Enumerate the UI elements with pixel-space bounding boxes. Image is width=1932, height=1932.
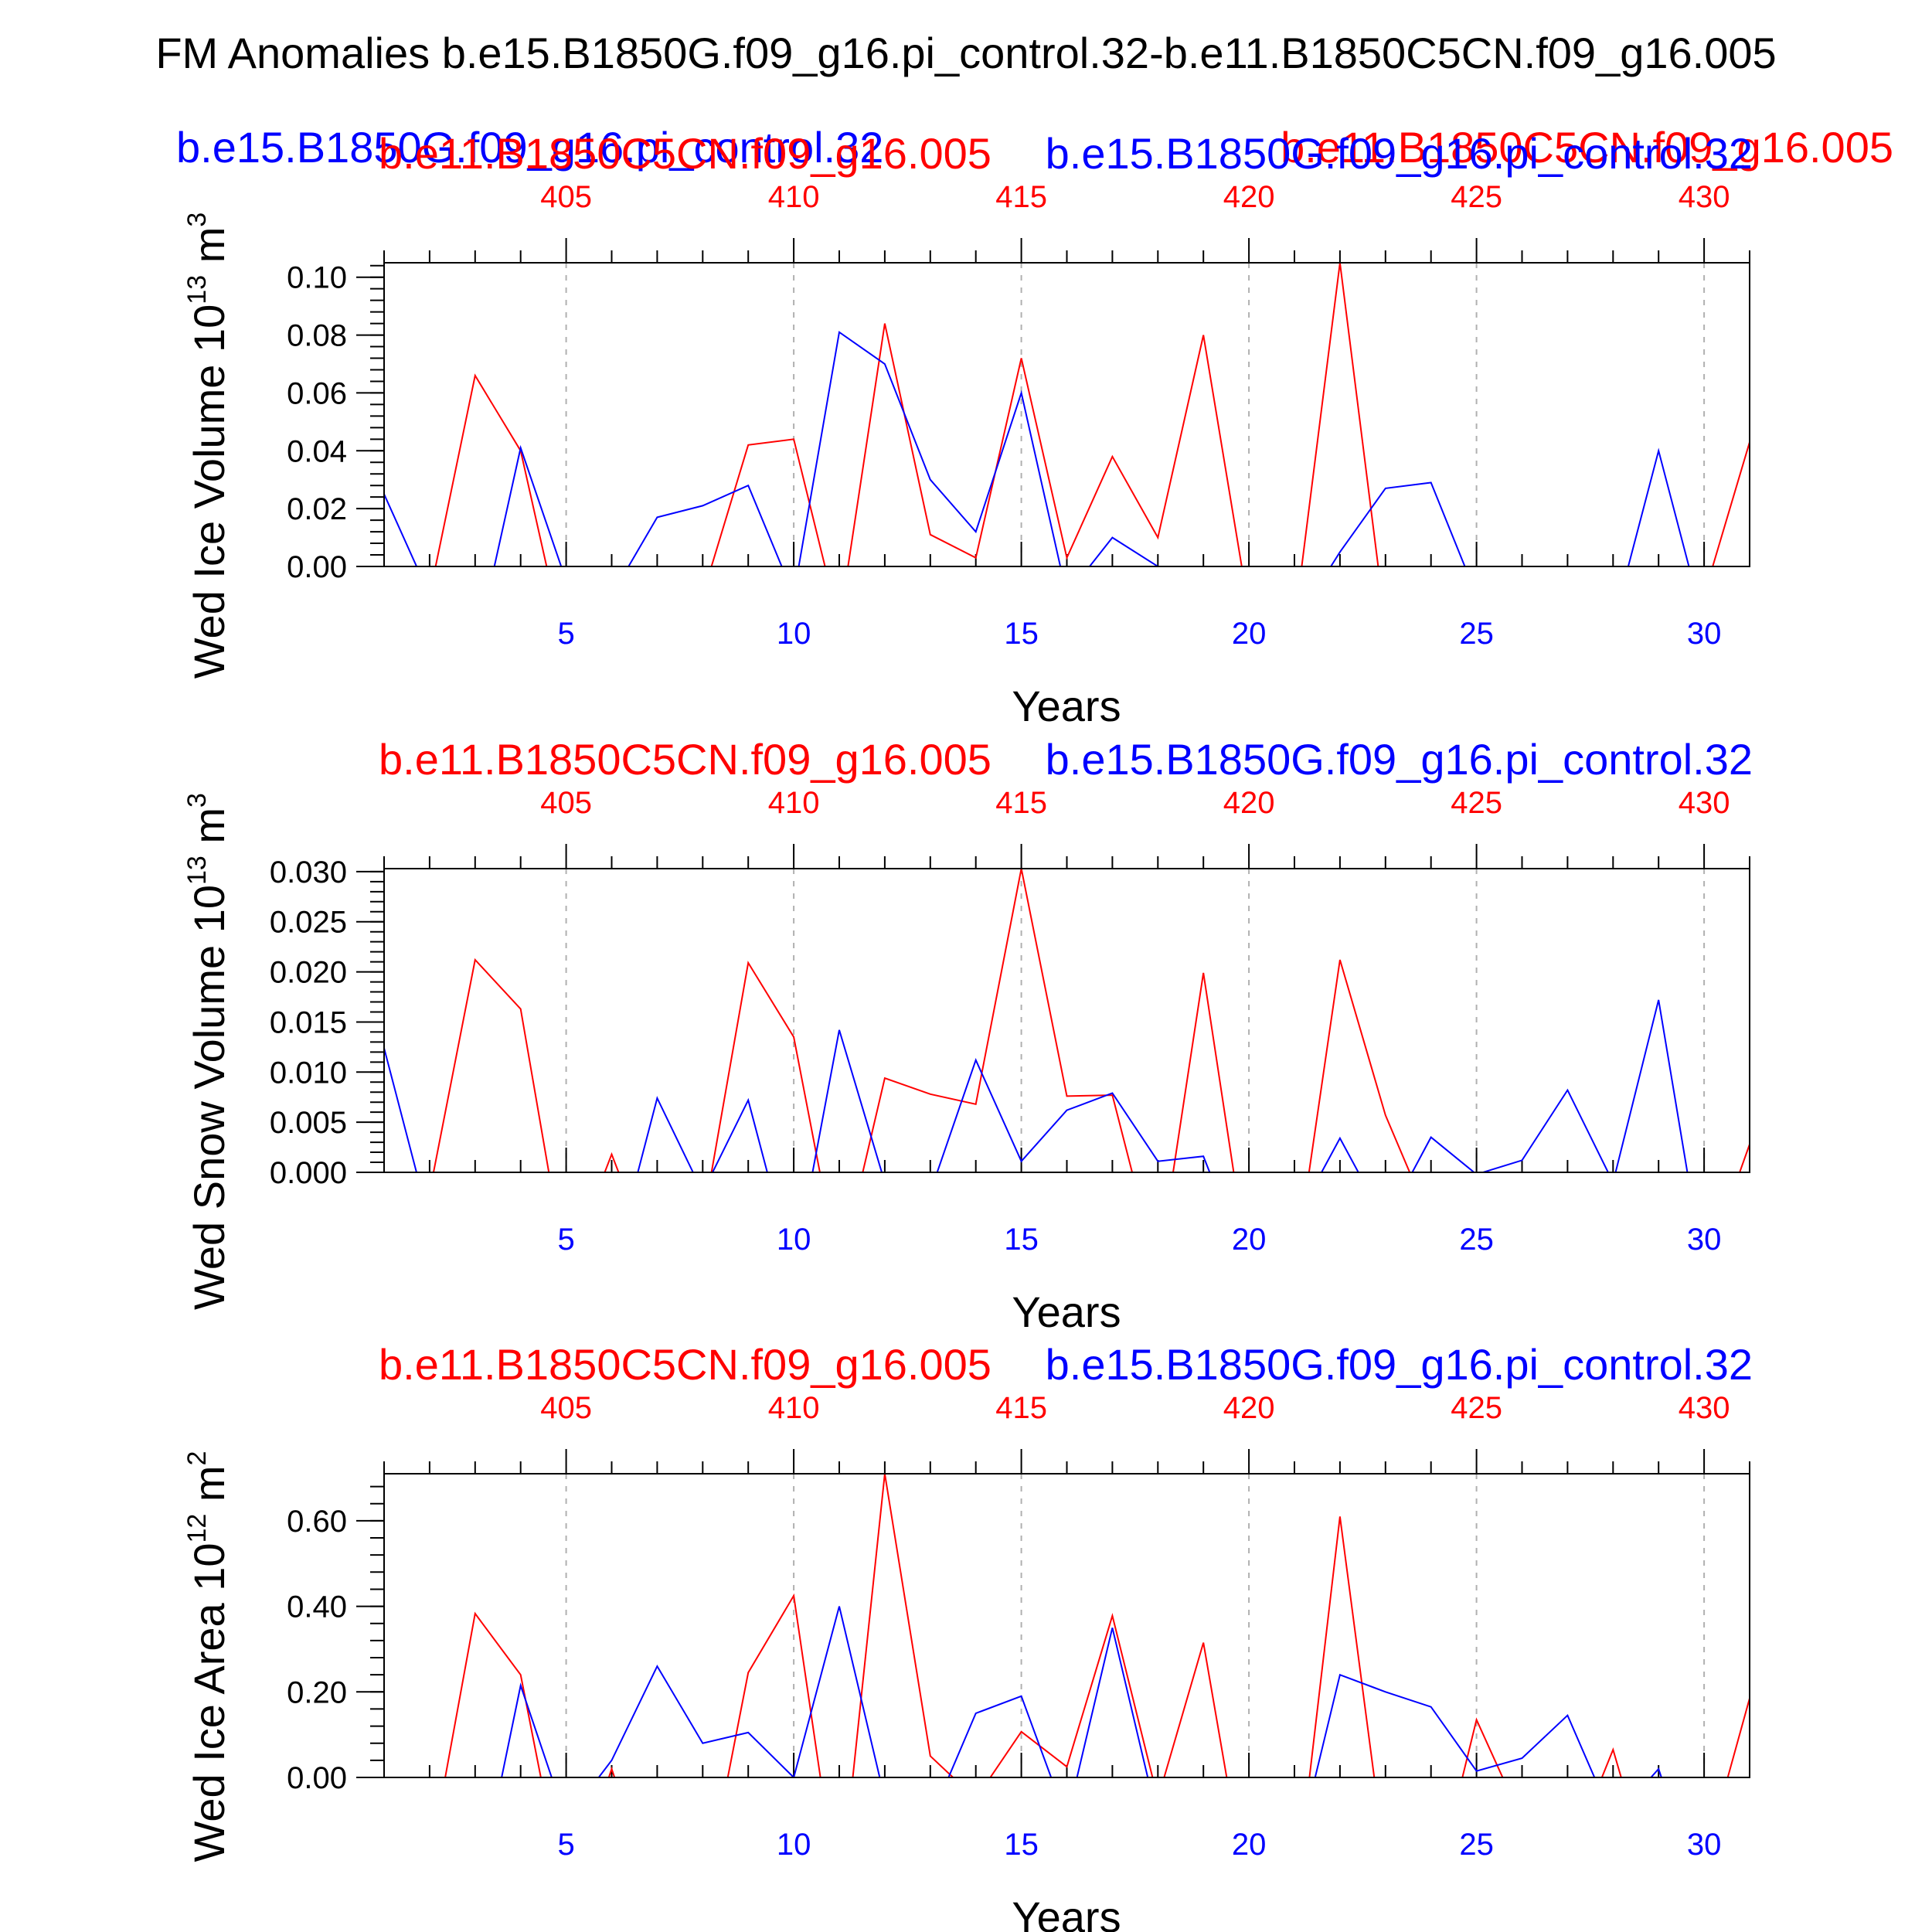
y-tick-label: 0.00: [287, 550, 347, 584]
y-tick-label: 0.06: [287, 376, 347, 410]
x-tick-label: 15: [1004, 1223, 1039, 1257]
x-top-tick-label: 420: [1223, 180, 1275, 214]
x-top-tick-label: 415: [995, 786, 1047, 820]
y-tick-label: 0.015: [270, 1005, 347, 1039]
x-top-tick-label: 430: [1679, 786, 1730, 820]
x-tick-label: 20: [1232, 617, 1267, 651]
y-tick-label: 0.40: [287, 1590, 347, 1624]
x-tick-label: 30: [1687, 1223, 1722, 1257]
x-top-tick-label: 425: [1451, 786, 1502, 820]
plot-frame: [383, 868, 1750, 1173]
top-label-case: b.e15.B1850G.f09_g16.pi_control.32: [1046, 129, 1753, 178]
x-tick-label: 10: [777, 1828, 811, 1862]
x-top-tick-label: 420: [1223, 786, 1275, 820]
series-line-case: [384, 331, 1690, 566]
x-top-tick-label: 425: [1451, 180, 1502, 214]
legend-control-name: b.e11.B1850C5CN.f09_g16.005: [1281, 123, 1893, 172]
panel-2: 0.000 0.005 0.010 0.015 0.020 0.025 0.030 5 10 15…: [182, 735, 1753, 1336]
x-tick-label: 5: [557, 1828, 574, 1862]
y-tick-label: 0.08: [287, 319, 347, 353]
series-line-control: [444, 1474, 1750, 1777]
y-tick-label: 0.20: [287, 1675, 347, 1709]
x-top-tick-label: 430: [1679, 180, 1730, 214]
y-axis-title: Wed Ice Area 1012 m2: [182, 1451, 233, 1862]
x-tick-label: 5: [557, 1223, 574, 1257]
x-top-tick-label: 425: [1451, 1391, 1502, 1425]
x-tick-label: 20: [1232, 1223, 1267, 1257]
x-tick-label: 30: [1687, 617, 1722, 651]
x-tick-label: 10: [777, 617, 811, 651]
y-tick-label: 0.60: [287, 1505, 347, 1539]
top-label-control: b.e11.B1850C5CN.f09_g16.005: [379, 1340, 992, 1389]
plot-frame: [383, 262, 1750, 567]
plot-frame: [383, 1473, 1750, 1778]
panel-1: 0.00 0.02 0.04 0.06 0.08 0.10 5 10 15 20 25 30 405 41…: [182, 129, 1753, 730]
series-line-control: [434, 263, 1750, 566]
series-line-case: [384, 999, 1689, 1172]
x-top-tick-label: 410: [768, 786, 820, 820]
y-tick-label: 0.00: [287, 1761, 347, 1795]
x-tick-label: 30: [1687, 1828, 1722, 1862]
y-tick-label: 0.020: [270, 956, 347, 990]
y-tick-label: 0.10: [287, 261, 347, 295]
y-axis-title: Wed Ice Volume 1013 m3: [182, 213, 233, 679]
panel-3: 0.00 0.20 0.40 0.60 5 10 15 20 25 30 405 410 415 420 4…: [182, 1340, 1753, 1932]
x-tick-label: 15: [1004, 1828, 1039, 1862]
series-group: [384, 869, 1750, 1172]
y-tick-label: 0.04: [287, 434, 347, 468]
top-label-case: b.e15.B1850G.f09_g16.pi_control.32: [1046, 735, 1753, 784]
x-tick-label: 10: [777, 1223, 811, 1257]
x-axis-title: Years: [1012, 1287, 1121, 1336]
x-top-tick-label: 405: [540, 180, 592, 214]
y-tick-label: 0.005: [270, 1106, 347, 1140]
legend-case-name: b.e15.B1850G.f09_g16.pi_control.32: [176, 123, 883, 172]
top-label-case: b.e15.B1850G.f09_g16.pi_control.32: [1046, 1340, 1753, 1389]
main-title: FM Anomalies b.e15.B1850G.f09_g16.pi_con…: [155, 29, 1776, 77]
x-axis-title: Years: [1012, 682, 1121, 730]
top-label-control: b.e11.B1850C5CN.f09_g16.005: [379, 129, 992, 178]
y-tick-label: 0.010: [270, 1056, 347, 1090]
x-top-tick-label: 420: [1223, 1391, 1275, 1425]
series-line-case: [501, 1606, 1662, 1777]
y-tick-label: 0.030: [270, 855, 347, 889]
x-top-tick-label: 430: [1679, 1391, 1730, 1425]
series-group: [444, 1474, 1750, 1777]
top-label-control: b.e11.B1850C5CN.f09_g16.005: [379, 735, 992, 784]
x-tick-label: 25: [1459, 617, 1494, 651]
x-top-tick-label: 410: [768, 180, 820, 214]
series-line-control: [432, 869, 1750, 1172]
y-tick-label: 0.025: [270, 906, 347, 940]
x-tick-label: 25: [1459, 1828, 1494, 1862]
x-top-tick-label: 405: [540, 1391, 592, 1425]
x-top-tick-label: 415: [995, 180, 1047, 214]
y-axis-title: Wed Snow Volume 1013 m3: [182, 793, 233, 1310]
x-tick-label: 25: [1459, 1223, 1494, 1257]
panels: 0.00 0.02 0.04 0.06 0.08 0.10 5 10 15 20 25 30 405 41…: [182, 129, 1753, 1932]
x-tick-label: 5: [557, 617, 574, 651]
y-tick-label: 0.000: [270, 1156, 347, 1190]
series-group: [384, 263, 1750, 566]
x-tick-label: 20: [1232, 1828, 1267, 1862]
x-tick-label: 15: [1004, 617, 1039, 651]
x-top-tick-label: 405: [540, 786, 592, 820]
y-tick-label: 0.02: [287, 492, 347, 526]
x-top-tick-label: 415: [995, 1391, 1047, 1425]
x-top-tick-label: 410: [768, 1391, 820, 1425]
x-axis-title: Years: [1012, 1893, 1121, 1932]
